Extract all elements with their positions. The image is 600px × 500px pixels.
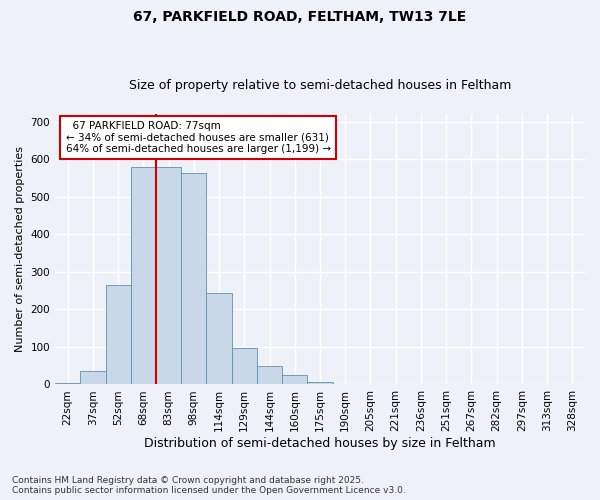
- Bar: [282, 375, 307, 384]
- Text: Contains HM Land Registry data © Crown copyright and database right 2025.
Contai: Contains HM Land Registry data © Crown c…: [12, 476, 406, 495]
- Y-axis label: Number of semi-detached properties: Number of semi-detached properties: [15, 146, 25, 352]
- Bar: [307, 382, 332, 384]
- Bar: [131, 168, 156, 384]
- Text: 67 PARKFIELD ROAD: 77sqm
← 34% of semi-detached houses are smaller (631)
64% of : 67 PARKFIELD ROAD: 77sqm ← 34% of semi-d…: [65, 121, 331, 154]
- Bar: [257, 366, 282, 384]
- Bar: [55, 382, 80, 384]
- X-axis label: Distribution of semi-detached houses by size in Feltham: Distribution of semi-detached houses by …: [144, 437, 496, 450]
- Text: 67, PARKFIELD ROAD, FELTHAM, TW13 7LE: 67, PARKFIELD ROAD, FELTHAM, TW13 7LE: [133, 10, 467, 24]
- Bar: [156, 168, 181, 384]
- Bar: [80, 372, 106, 384]
- Bar: [181, 174, 206, 384]
- Bar: [232, 348, 257, 385]
- Bar: [106, 285, 131, 384]
- Bar: [206, 293, 232, 384]
- Title: Size of property relative to semi-detached houses in Feltham: Size of property relative to semi-detach…: [129, 79, 511, 92]
